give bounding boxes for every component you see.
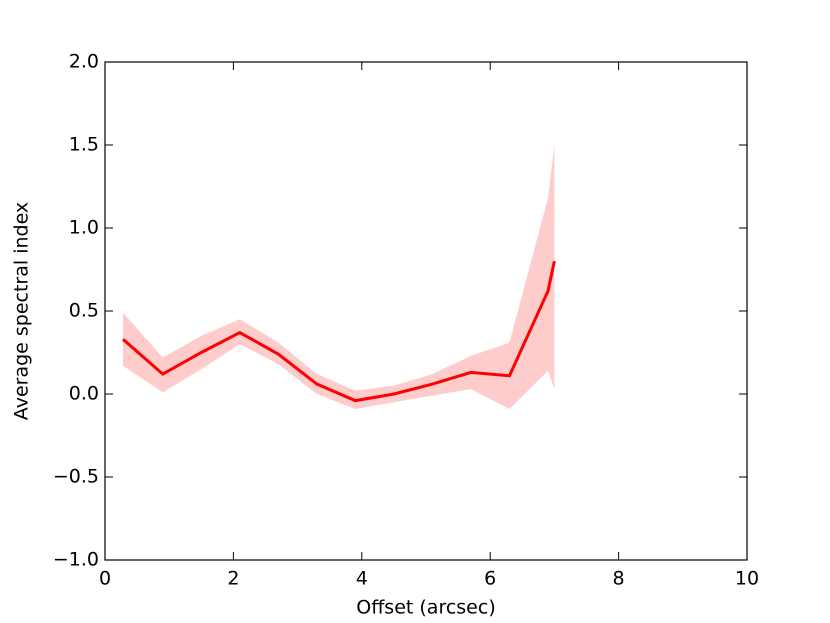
x-axis-label: Offset (arcsec) [356, 597, 495, 619]
y-tick-label: 2.0 [69, 51, 99, 73]
y-tick-label: −0.5 [53, 466, 99, 488]
y-tick-label: 1.0 [69, 217, 99, 239]
x-tick-label: 10 [735, 568, 759, 590]
x-tick-label: 8 [613, 568, 625, 590]
y-tick-label: −1.0 [53, 549, 99, 571]
y-axis-label: Average spectral index [11, 202, 33, 420]
data-line [121, 260, 556, 403]
y-tick-label: 1.5 [69, 134, 99, 156]
x-tick-label: 0 [99, 568, 111, 590]
x-tick-label: 6 [484, 568, 496, 590]
plot-frame [104, 61, 748, 561]
error-band [122, 145, 555, 409]
x-tick-label: 2 [227, 568, 239, 590]
x-tick-label: 4 [356, 568, 368, 590]
y-tick-label: 0.0 [69, 383, 99, 405]
y-tick-label: 0.5 [69, 300, 99, 322]
